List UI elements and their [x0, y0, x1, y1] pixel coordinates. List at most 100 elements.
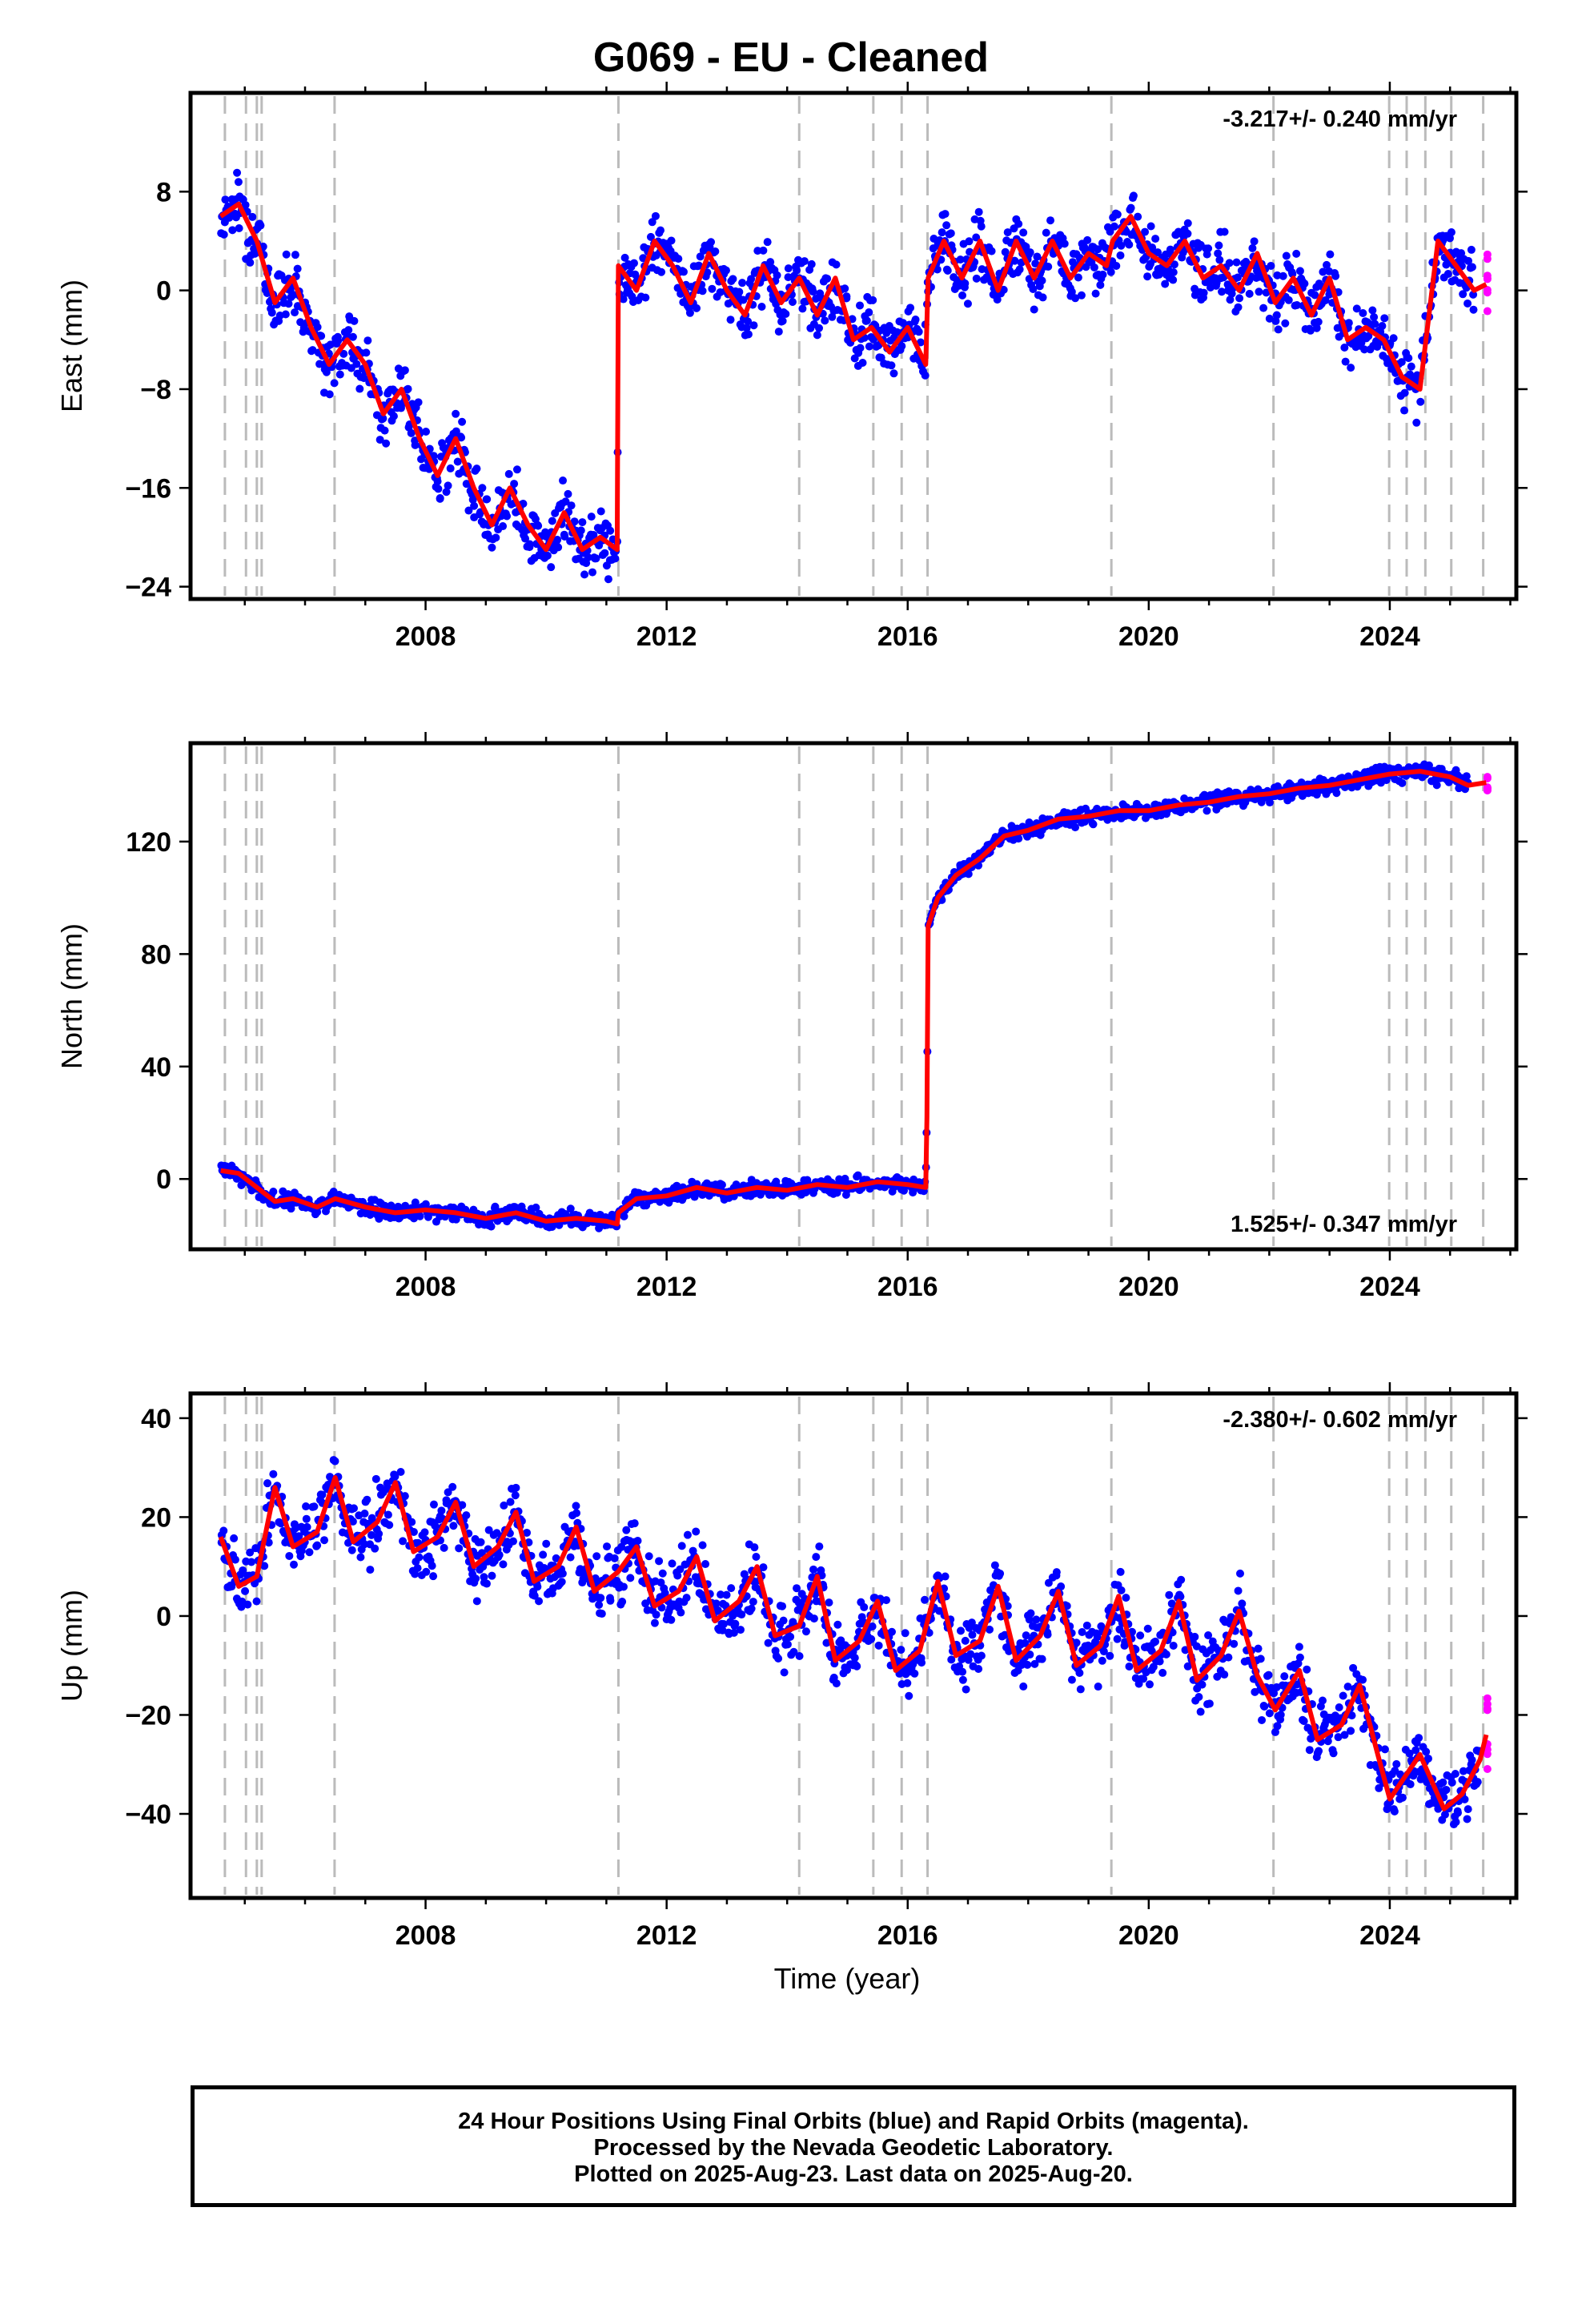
- up-final-point: [477, 1549, 486, 1558]
- up-final-point: [1464, 1805, 1472, 1814]
- up-final-point: [1434, 1804, 1443, 1813]
- north-panel: 2008 2012 2016 2020 2024 0 40 80 120 1.525+/- 0.3…: [55, 732, 1528, 1302]
- east-final-point: [596, 507, 605, 516]
- east-final-point: [974, 207, 983, 216]
- east-final-point: [1323, 260, 1331, 269]
- east-final-point: [657, 267, 666, 276]
- up-final-point: [1305, 1746, 1314, 1755]
- east-final-point: [1378, 322, 1387, 331]
- up-final-point: [833, 1620, 842, 1629]
- up-final-point: [1270, 1689, 1279, 1698]
- east-final-point: [1262, 288, 1271, 297]
- east-final-point: [1199, 288, 1208, 297]
- east-final-point: [1235, 294, 1244, 303]
- up-final-point: [961, 1636, 970, 1645]
- up-final-point: [264, 1538, 273, 1547]
- up-final-point: [243, 1600, 252, 1609]
- north-xtick-label-2020: 2020: [1118, 1272, 1179, 1302]
- up-final-point: [801, 1627, 810, 1636]
- up-final-point: [1082, 1621, 1091, 1630]
- east-final-point: [778, 316, 787, 325]
- east-final-point: [1467, 245, 1476, 254]
- up-final-point: [731, 1619, 740, 1628]
- east-final-point: [679, 267, 688, 276]
- east-final-point: [553, 536, 562, 545]
- east-ytick-label-0: 0: [156, 276, 171, 307]
- up-final-point: [331, 1457, 339, 1466]
- east-final-point: [433, 477, 442, 486]
- up-final-point: [606, 1596, 615, 1605]
- up-final-point: [347, 1546, 356, 1554]
- up-final-point: [622, 1526, 631, 1534]
- north-ytick-label-80: 80: [141, 939, 171, 970]
- up-final-point: [759, 1563, 768, 1572]
- up-final-point: [698, 1541, 707, 1550]
- up-final-point: [1375, 1783, 1383, 1792]
- east-final-point: [235, 223, 243, 232]
- east-final-point: [887, 361, 896, 370]
- up-final-point: [597, 1610, 606, 1618]
- east-final-point: [729, 275, 737, 283]
- east-final-point: [1380, 314, 1389, 323]
- up-final-point: [1423, 1754, 1432, 1763]
- up-final-point: [511, 1491, 520, 1500]
- up-final-point: [868, 1622, 877, 1630]
- up-final-point: [1398, 1793, 1407, 1802]
- east-final-point: [753, 247, 762, 255]
- up-final-point: [484, 1526, 493, 1534]
- up-final-point: [440, 1543, 448, 1552]
- up-final-point: [415, 1553, 424, 1562]
- up-final-point: [1415, 1734, 1423, 1743]
- east-final-point: [1271, 316, 1280, 325]
- east-final-point: [267, 308, 276, 317]
- east-final-point: [339, 349, 348, 358]
- east-final-point: [1141, 227, 1150, 236]
- east-final-point: [434, 485, 443, 493]
- east-final-point: [1094, 245, 1102, 254]
- east-final-point: [1038, 293, 1047, 302]
- east-final-point: [355, 384, 364, 393]
- east-final-point: [1204, 244, 1213, 253]
- up-final-point: [247, 1558, 256, 1566]
- east-final-point: [436, 494, 444, 503]
- east-final-point: [882, 328, 891, 337]
- east-final-point: [380, 426, 389, 435]
- up-final-point: [786, 1632, 795, 1641]
- east-final-point: [1215, 241, 1223, 250]
- up-final-point: [750, 1543, 759, 1552]
- up-final-point: [727, 1584, 736, 1593]
- east-final-point: [987, 247, 996, 255]
- east-final-point: [1218, 287, 1227, 296]
- east-final-point: [512, 465, 521, 474]
- up-final-point: [917, 1659, 926, 1667]
- up-final-point: [658, 1569, 667, 1578]
- east-final-point: [1146, 222, 1155, 231]
- east-final-point: [1255, 287, 1263, 296]
- east-final-point: [344, 326, 353, 335]
- up-final-point: [1205, 1699, 1214, 1708]
- east-final-point: [1126, 203, 1135, 212]
- east-final-point: [580, 570, 589, 579]
- east-final-point: [1106, 267, 1115, 276]
- up-final-point: [344, 1538, 353, 1547]
- east-final-point: [472, 464, 481, 473]
- up-final-point: [391, 1472, 400, 1481]
- up-final-point: [655, 1557, 664, 1566]
- east-final-point: [334, 336, 343, 345]
- up-final-point: [1234, 1586, 1243, 1595]
- north-final-point: [532, 1203, 540, 1212]
- east-final-point: [584, 553, 592, 561]
- up-final-point: [1295, 1642, 1303, 1651]
- up-final-point: [610, 1554, 619, 1562]
- north-ytick-label-0: 0: [156, 1164, 171, 1195]
- east-final-point: [685, 308, 694, 317]
- up-final-point: [1220, 1671, 1229, 1679]
- east-final-point: [488, 543, 496, 552]
- east-final-point: [1469, 305, 1478, 314]
- east-final-point: [958, 291, 967, 300]
- east-final-point: [317, 332, 326, 340]
- east-final-point: [499, 522, 508, 531]
- up-rapid-points: [1483, 1694, 1492, 1774]
- up-final-point: [962, 1685, 970, 1694]
- up-final-point: [371, 1544, 379, 1553]
